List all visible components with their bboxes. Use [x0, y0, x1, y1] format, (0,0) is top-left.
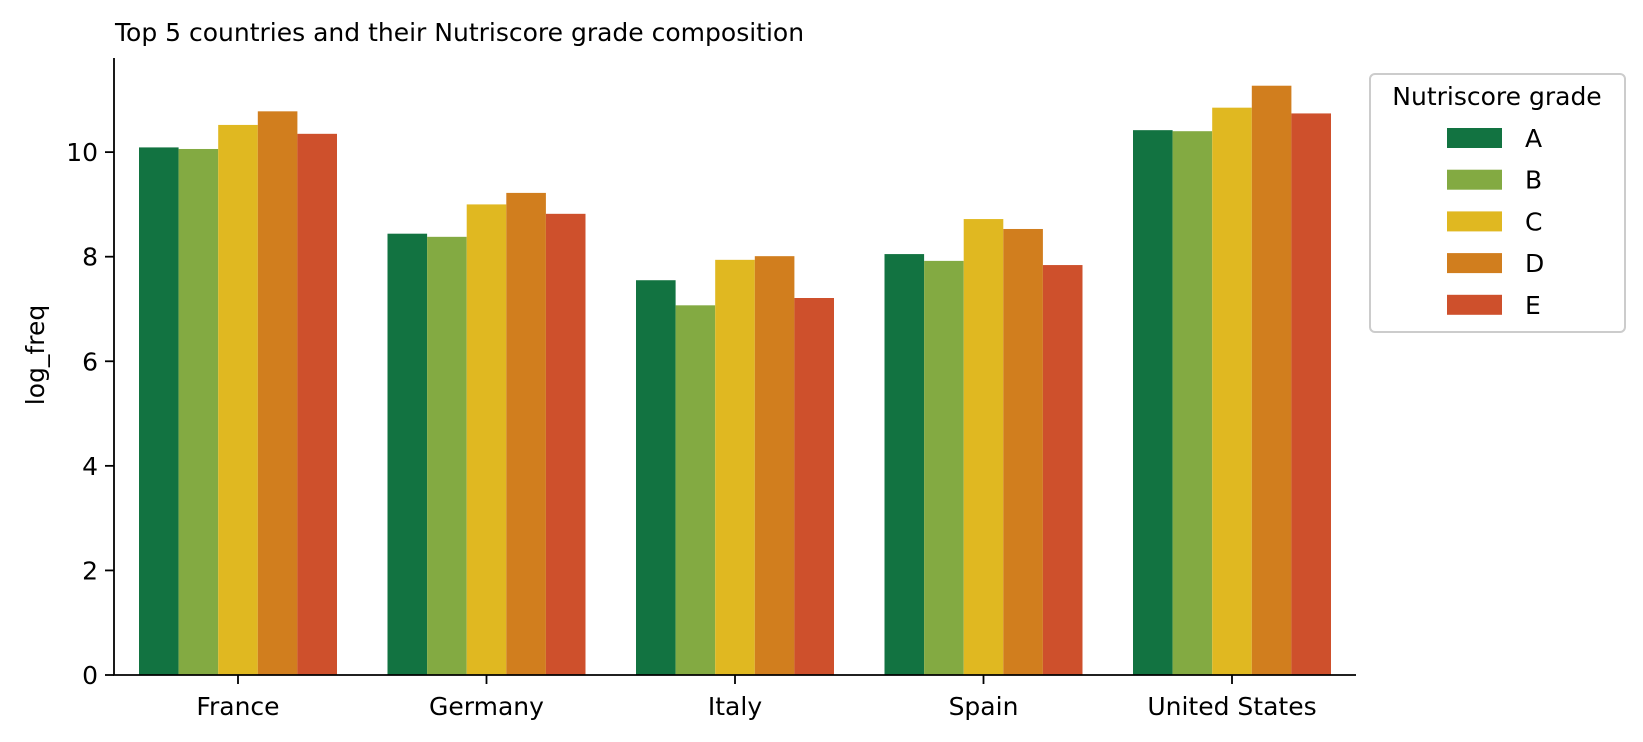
- bar-germany-c: [466, 204, 507, 675]
- bar-italy-c: [715, 259, 755, 675]
- y-tick-label: 6: [82, 347, 98, 376]
- bar-france-d: [257, 111, 298, 675]
- x-tick-label-united-states: United States: [1147, 692, 1316, 721]
- bar-united-states-a: [1133, 130, 1173, 675]
- bar-spain-e: [1042, 265, 1083, 675]
- x-tick-label-spain: Spain: [949, 692, 1019, 721]
- legend-label-b: B: [1525, 166, 1542, 195]
- bar-italy-a: [636, 280, 676, 675]
- bar-france-c: [218, 124, 258, 676]
- bar-germany-b: [427, 236, 467, 675]
- bar-france-b: [178, 148, 219, 676]
- legend-swatch-c: [1447, 211, 1502, 232]
- y-tick-label: 10: [66, 138, 98, 167]
- bar-italy-d: [754, 256, 795, 675]
- legend-frame: [1369, 73, 1626, 333]
- bar-united-states-b: [1172, 131, 1213, 675]
- legend-label-c: C: [1525, 207, 1542, 236]
- legend-swatch-e: [1447, 294, 1502, 315]
- legend-label-a: A: [1525, 124, 1542, 153]
- bar-spain-c: [963, 219, 1004, 676]
- chart-title: Top 5 countries and their Nutriscore gra…: [114, 18, 804, 47]
- y-tick-label: 4: [82, 452, 98, 481]
- legend-swatch-b: [1447, 169, 1502, 190]
- x-tick-label-germany: Germany: [429, 692, 544, 721]
- y-axis-label: log_freq: [21, 305, 50, 405]
- bar-spain-a: [884, 254, 925, 675]
- bar-italy-b: [675, 305, 716, 675]
- y-tick-label: 0: [82, 661, 98, 690]
- legend-title: Nutriscore grade: [1392, 82, 1601, 111]
- legend-label-e: E: [1525, 291, 1541, 320]
- bar-united-states-c: [1212, 107, 1252, 676]
- x-tick-label-italy: Italy: [708, 692, 762, 721]
- bar-france-e: [297, 133, 337, 675]
- x-ticks-group: France Germany Italy Spain United States: [196, 675, 1317, 721]
- bar-spain-b: [924, 260, 964, 675]
- legend-label-d: D: [1525, 249, 1544, 278]
- bar-germany-e: [545, 213, 586, 675]
- legend-swatch-a: [1447, 128, 1502, 148]
- bar-germany-d: [506, 192, 546, 675]
- bars-group: [139, 85, 1331, 676]
- bar-spain-d: [1003, 228, 1043, 676]
- bar-france-a: [139, 147, 179, 675]
- y-ticks-group: 0 2 4 6 8 10: [66, 138, 114, 690]
- bar-germany-a: [387, 233, 428, 675]
- bar-italy-e: [794, 298, 834, 675]
- bar-united-states-d: [1251, 85, 1292, 675]
- y-tick-label: 8: [82, 243, 98, 272]
- x-tick-label-france: France: [196, 692, 279, 721]
- legend-swatch-d: [1447, 253, 1502, 274]
- y-tick-label: 2: [82, 556, 98, 585]
- bar-united-states-e: [1291, 113, 1331, 676]
